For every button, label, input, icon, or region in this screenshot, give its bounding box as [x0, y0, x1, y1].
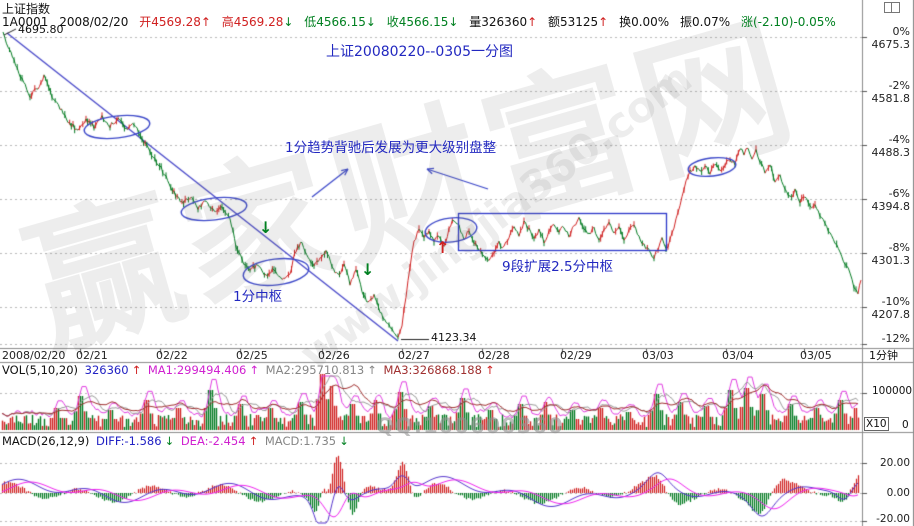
- price-axis-value-label: 4394.8: [871, 200, 911, 213]
- vol-ma3: MA3:326868.188: [383, 363, 482, 377]
- date-axis-label: 02/27: [398, 349, 430, 362]
- open-field: 开4569.28↑: [139, 15, 211, 29]
- volume-field: 量326360↑: [469, 15, 538, 29]
- down-arrow-icon: ↓: [448, 15, 459, 29]
- vol-zero-label: 0: [902, 419, 909, 431]
- down-arrow-icon: ↓: [339, 434, 349, 448]
- date-axis-label: 02/21: [76, 349, 108, 362]
- vol-ma1: MA1:299494.406: [147, 363, 247, 377]
- chart-title: 上证20080220--0305一分图: [326, 44, 513, 60]
- sell-point-down-arrow-icon: ↓: [259, 218, 273, 237]
- price-axis-pct-label: -8%: [888, 241, 910, 254]
- date-axis-label: 02/26: [318, 349, 350, 362]
- vol-value: 326360: [84, 363, 129, 377]
- price-axis-pct-label: -2%: [888, 79, 910, 92]
- restore-window-icon[interactable]: [884, 2, 900, 13]
- up-arrow-icon: ↑: [200, 15, 211, 29]
- price-axis-pct-label: -10%: [881, 295, 910, 308]
- date-axis-label: 03/05: [800, 349, 832, 362]
- price-axis-pct-label: 0%: [892, 25, 910, 38]
- macd-dea: DEA:-2.454: [180, 434, 246, 448]
- price-axis-value-label: 4301.3: [871, 254, 911, 267]
- macd-indicator-header: MACD(26,12,9) DIFF:-1.586 ↓ DEA:-2.454 ↑ M…: [2, 434, 352, 448]
- pivot9-note: 9段扩展2.5分中枢: [502, 259, 614, 275]
- divergence-note: 1分趋势背驰后发展为更大级别盘整: [285, 140, 497, 156]
- sell-point-down-arrow-icon: ↓: [361, 260, 375, 279]
- turnover-field: 换0.00%: [619, 15, 670, 29]
- macd-diff: DIFF:-1.586: [96, 434, 162, 448]
- volume-indicator-header: VOL(5,10,20) 326360 ↑ MA1:299494.406 ↑ MA2…: [2, 363, 498, 377]
- vol-ma2: MA2:295710.813: [265, 363, 365, 377]
- price-axis-pct-label: -4%: [888, 133, 910, 146]
- high-field: 高4569.28↓: [221, 15, 294, 29]
- price-axis-value-label: 4488.3: [871, 146, 911, 159]
- up-arrow-icon: ↑: [598, 15, 609, 29]
- stock-code: 1A0001: [2, 15, 49, 29]
- low-price-label: 4123.34: [431, 331, 477, 344]
- date-axis-label: 02/29: [560, 349, 592, 362]
- up-arrow-icon: ↑: [367, 363, 377, 377]
- date-axis-label: 02/28: [478, 349, 510, 362]
- macd-value: MACD:1.735: [264, 434, 337, 448]
- date-axis-label: 03/03: [642, 349, 674, 362]
- macd-axis-label: -20.00: [876, 513, 910, 525]
- vol-name: VOL(5,10,20): [2, 363, 78, 377]
- high-price-label: 4695.80: [18, 23, 64, 36]
- amount-field: 额53125↑: [547, 15, 609, 29]
- date-axis-label: 02/22: [156, 349, 188, 362]
- macd-name: MACD(26,12,9): [2, 434, 90, 448]
- macd-axis-label: 20.00: [879, 457, 910, 469]
- low-field: 低4566.15↓: [304, 15, 376, 29]
- date-axis-label: 2008/02/20: [2, 349, 66, 362]
- pivot1-note: 1分中枢: [233, 289, 283, 305]
- price-axis-value-label: 4581.8: [871, 92, 911, 105]
- index-name: 上证指数: [2, 2, 51, 16]
- up-arrow-icon: ↑: [484, 363, 495, 377]
- up-arrow-icon: ↑: [131, 363, 142, 377]
- vol-mult-label: X10: [864, 417, 889, 431]
- date-axis-label: 02/25: [236, 349, 268, 362]
- macd-axis-label: 0.00: [886, 487, 910, 499]
- up-arrow-icon: ↑: [248, 434, 259, 448]
- price-axis-pct-label: -12%: [881, 332, 910, 345]
- quote-bar: 1A0001 2008/02/20 开4569.28↑ 高4569.28↓ 低4…: [2, 13, 843, 30]
- close-field: 收4566.15↓: [386, 15, 459, 29]
- down-arrow-icon: ↓: [365, 15, 376, 29]
- price-axis-value-label: 4675.3: [871, 38, 911, 51]
- date-axis-label: 03/04: [722, 349, 754, 362]
- price-axis-pct-label: -6%: [888, 187, 910, 200]
- price-axis-value-label: 4207.8: [871, 308, 911, 321]
- up-arrow-icon: ↑: [249, 363, 259, 377]
- down-arrow-icon: ↓: [283, 15, 294, 29]
- amplitude-field: 振0.07%: [680, 15, 731, 29]
- up-arrow-icon: ↑: [527, 15, 538, 29]
- vol-scale-label: 100000: [872, 385, 913, 397]
- quote-date: 2008/02/20: [59, 15, 129, 29]
- change-field: 涨(-2.10)-0.05%: [740, 15, 836, 29]
- buy-point-up-arrow-icon: ↑: [436, 238, 450, 257]
- down-arrow-icon: ↓: [164, 434, 175, 448]
- period-label[interactable]: 1分钟: [869, 349, 898, 362]
